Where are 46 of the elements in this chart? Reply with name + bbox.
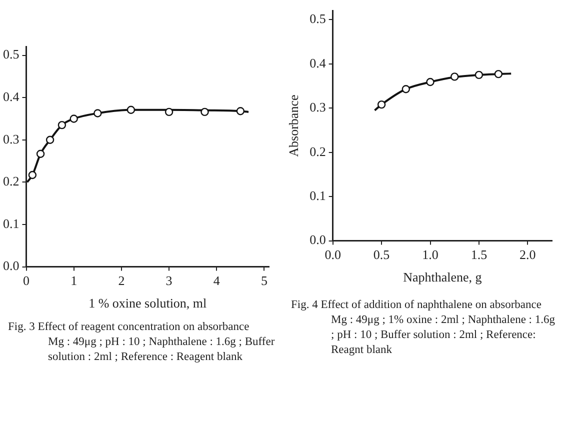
y-tick-label: 0.2 <box>3 174 20 189</box>
point <box>402 84 410 94</box>
point <box>36 150 45 158</box>
point <box>377 100 386 109</box>
point <box>426 78 434 86</box>
x-tick-label: 0 <box>23 273 30 288</box>
y-tick-label: 0.4 <box>3 88 20 104</box>
point <box>450 72 459 81</box>
y-tick-label: 0.5 <box>3 46 20 62</box>
y-tick-label: 0.1 <box>310 188 326 203</box>
point <box>46 136 54 144</box>
x-tick-label: 5 <box>260 273 268 288</box>
y-tick-label: 0.1 <box>3 216 20 231</box>
y-tick-label: 0.5 <box>310 11 326 26</box>
point <box>28 170 37 180</box>
x-tick-label: 3 <box>166 273 172 288</box>
y-tick-label: 0.0 <box>3 258 20 274</box>
point <box>70 114 78 123</box>
point <box>474 70 484 80</box>
x-tick-label: 0.5 <box>373 247 390 262</box>
x-tick-label: 2 <box>118 273 125 288</box>
y-axis-title: Absorbance <box>286 94 302 157</box>
point <box>164 108 174 116</box>
x-tick-label: 1 <box>70 273 78 288</box>
point <box>94 109 102 118</box>
y-tick-label: 0.4 <box>310 55 326 70</box>
x-tick-label: 4 <box>213 273 220 288</box>
x-tick-label: 2.0 <box>520 247 536 262</box>
x-tick-label: 1.0 <box>422 247 438 262</box>
y-tick-label: 0.2 <box>310 144 326 159</box>
y-tick-label: 0.0 <box>310 232 326 248</box>
point <box>58 120 66 130</box>
point <box>494 70 503 78</box>
point <box>126 106 136 114</box>
y-tick-label: 0.3 <box>310 100 326 115</box>
y-tick-label: 0.3 <box>3 131 20 146</box>
text: Fig. 3 Effect of reagent concentration on absorbance <box>7 320 250 335</box>
x-tick-label: 1.5 <box>470 247 488 262</box>
x-axis-title: Naphthalene, g <box>403 270 482 285</box>
text: Fig. 4 Effect of addition of naphthalene on absorbance <box>290 298 542 313</box>
point <box>236 107 245 116</box>
x-axis-title: 1 % oxine solution, ml <box>88 296 208 311</box>
point <box>200 108 209 116</box>
text: Mg : 49μg ; 1% oxine : 2ml ; Naphthalene : 1.6g ; pH : 10 ; Buffer solution : 2ml ; Reference: Reagnt blank <box>330 313 556 358</box>
text: Mg : 49μg ; pH : 10 ; Naphthalene : 1.6g ; Buffer solution : 2ml ; Reference : Reagent blank <box>47 335 275 365</box>
x-tick-label: 0.0 <box>324 247 341 262</box>
